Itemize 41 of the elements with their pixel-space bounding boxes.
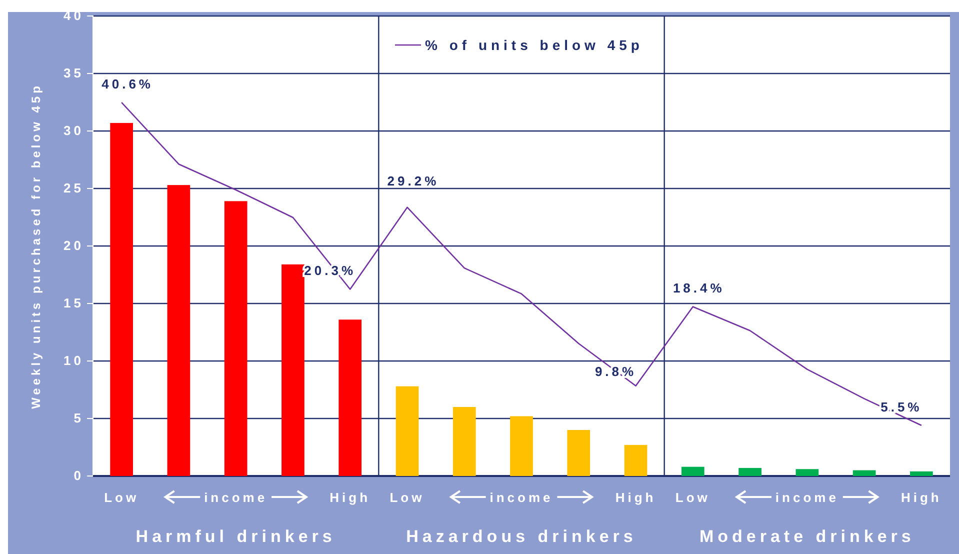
y-tick-label: 30 [64,123,84,138]
y-tick-label: 35 [64,66,84,81]
text: Hazardous drinkers [406,527,637,546]
y-tick-label: 0 [74,468,84,484]
bar [624,444,648,476]
bar [796,469,819,476]
data-label: 5.5% [880,399,922,414]
x-tick-label: income [775,490,839,505]
bar [224,201,248,476]
x-tick-label: High [615,490,656,505]
bar [110,122,133,476]
x-tick-label: High [900,490,942,505]
data-label: 29.2% [387,173,440,188]
y-tick-label: 5 [74,410,84,426]
x-tick-label: Low [675,490,710,505]
y-axis-title: Weekly units purchased for below 45p [29,83,43,409]
bar [282,264,304,476]
y-tick-label: 10 [64,353,84,368]
x-tick-label: Low [104,490,140,505]
x-tick-label: Low [390,490,425,505]
y-tick-label: 15 [64,296,84,311]
text: Harmful drinkers [136,527,336,546]
bar [510,416,533,476]
y-tick-label: 25 [64,180,84,196]
bar [396,386,419,476]
bar [910,471,933,476]
bar [452,407,476,476]
bar [681,466,704,476]
x-tick-label: income [490,490,554,505]
bar [738,468,762,476]
y-tick-label: 20 [64,238,84,254]
x-tick-label: High [330,490,371,505]
legend-label: % of units below 45p [425,37,644,53]
bar [852,470,876,476]
x-tick-label: income [204,490,268,505]
bar [338,320,362,476]
text: Moderate drinkers [699,527,915,546]
data-label: 40.6% [102,76,154,92]
data-label: 18.4% [672,280,725,296]
bar [167,185,190,476]
bar [567,430,590,476]
